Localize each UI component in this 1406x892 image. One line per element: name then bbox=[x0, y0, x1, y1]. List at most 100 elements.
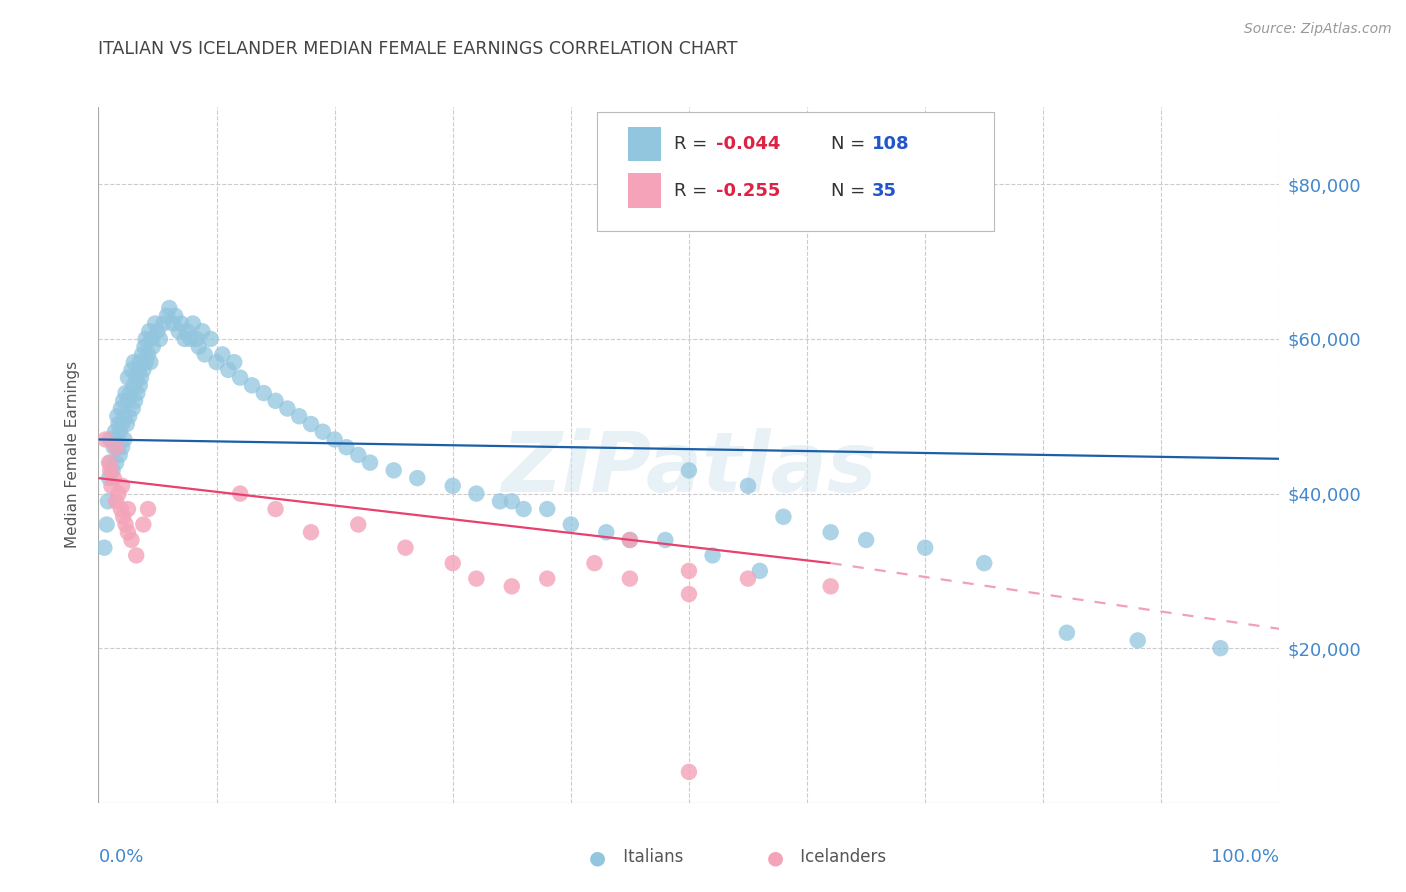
Point bbox=[194, 347, 217, 361]
Point bbox=[156, 309, 179, 323]
Point bbox=[124, 393, 146, 408]
Point bbox=[737, 572, 759, 586]
FancyBboxPatch shape bbox=[596, 112, 994, 231]
Point bbox=[128, 355, 150, 369]
Point bbox=[117, 525, 139, 540]
Text: ZiPatlas: ZiPatlas bbox=[501, 428, 877, 509]
Point bbox=[240, 378, 263, 392]
Point bbox=[323, 433, 346, 447]
Point bbox=[122, 378, 145, 392]
Point bbox=[335, 440, 357, 454]
Point bbox=[105, 440, 128, 454]
Point bbox=[117, 393, 139, 408]
Text: ITALIAN VS ICELANDER MEDIAN FEMALE EARNINGS CORRELATION CHART: ITALIAN VS ICELANDER MEDIAN FEMALE EARNI… bbox=[98, 40, 738, 58]
Text: -0.044: -0.044 bbox=[716, 135, 780, 153]
Point bbox=[131, 347, 153, 361]
Point bbox=[96, 517, 118, 532]
Point bbox=[187, 340, 209, 354]
Text: Italians: Italians bbox=[619, 848, 683, 866]
Point bbox=[264, 502, 287, 516]
Point bbox=[170, 317, 193, 331]
Point bbox=[595, 525, 617, 540]
Text: N =: N = bbox=[831, 135, 870, 153]
Text: N =: N = bbox=[831, 182, 870, 200]
Point bbox=[107, 486, 129, 500]
Point bbox=[108, 448, 131, 462]
Point bbox=[465, 486, 488, 500]
Point bbox=[97, 494, 120, 508]
Point bbox=[382, 463, 405, 477]
Point bbox=[162, 317, 184, 331]
Point bbox=[167, 324, 190, 338]
Point bbox=[654, 533, 676, 547]
Point bbox=[134, 340, 156, 354]
Point bbox=[200, 332, 222, 346]
Point bbox=[678, 587, 700, 601]
Point bbox=[125, 549, 148, 563]
Point bbox=[165, 309, 187, 323]
Point bbox=[101, 463, 124, 477]
Point bbox=[1056, 625, 1078, 640]
Text: R =: R = bbox=[673, 182, 713, 200]
Point bbox=[229, 370, 252, 384]
Point bbox=[276, 401, 298, 416]
Point bbox=[114, 517, 136, 532]
Point bbox=[152, 317, 174, 331]
Point bbox=[737, 479, 759, 493]
Point bbox=[347, 448, 370, 462]
Point bbox=[100, 479, 122, 493]
Point bbox=[312, 425, 335, 439]
Point bbox=[191, 324, 214, 338]
Point bbox=[465, 572, 488, 586]
Point bbox=[132, 363, 155, 377]
Point bbox=[347, 517, 370, 532]
Point bbox=[1126, 633, 1149, 648]
Point bbox=[121, 363, 143, 377]
Point bbox=[105, 433, 128, 447]
Point bbox=[217, 363, 239, 377]
Point bbox=[299, 417, 322, 431]
Point bbox=[205, 355, 228, 369]
Point bbox=[128, 378, 150, 392]
Point bbox=[105, 409, 128, 424]
Point bbox=[138, 324, 160, 338]
Point bbox=[98, 456, 121, 470]
Point bbox=[181, 317, 204, 331]
Point bbox=[111, 479, 134, 493]
Point bbox=[108, 425, 131, 439]
Text: 35: 35 bbox=[872, 182, 897, 200]
Point bbox=[141, 332, 163, 346]
Point bbox=[299, 525, 322, 540]
Point bbox=[128, 363, 150, 377]
Point bbox=[512, 502, 534, 516]
Point bbox=[855, 533, 877, 547]
Point bbox=[111, 440, 134, 454]
Point bbox=[536, 502, 558, 516]
Point bbox=[122, 355, 145, 369]
Point bbox=[125, 370, 148, 384]
Point bbox=[146, 324, 169, 338]
Point bbox=[105, 440, 128, 454]
Point bbox=[115, 417, 138, 431]
Point bbox=[501, 494, 523, 508]
Point bbox=[501, 579, 523, 593]
Point bbox=[103, 440, 125, 454]
Point bbox=[441, 479, 464, 493]
Point bbox=[117, 502, 139, 516]
Text: 108: 108 bbox=[872, 135, 910, 153]
Point bbox=[103, 471, 125, 485]
Point bbox=[129, 370, 152, 384]
Y-axis label: Median Female Earnings: Median Female Earnings bbox=[65, 361, 80, 549]
Text: Source: ZipAtlas.com: Source: ZipAtlas.com bbox=[1244, 22, 1392, 37]
Point bbox=[820, 525, 842, 540]
Text: ●: ● bbox=[589, 848, 606, 867]
Point bbox=[394, 541, 416, 555]
Point bbox=[149, 332, 172, 346]
Point bbox=[678, 764, 700, 779]
Point bbox=[143, 317, 166, 331]
Text: Icelanders: Icelanders bbox=[796, 848, 886, 866]
Point bbox=[406, 471, 429, 485]
Text: 0.0%: 0.0% bbox=[98, 848, 143, 866]
Point bbox=[114, 386, 136, 401]
Point bbox=[98, 433, 121, 447]
